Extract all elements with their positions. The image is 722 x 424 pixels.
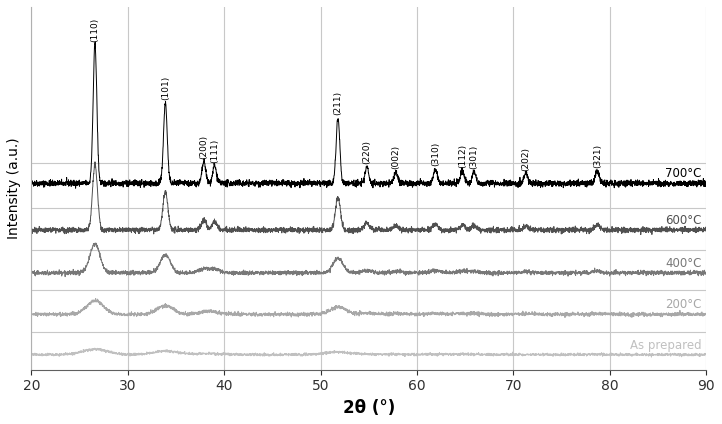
X-axis label: 2θ (°): 2θ (°) [343, 399, 395, 417]
Y-axis label: Intensity (a.u.): Intensity (a.u.) [7, 137, 21, 239]
Text: (202): (202) [521, 147, 531, 171]
Text: 400°C: 400°C [665, 257, 701, 270]
Text: (110): (110) [90, 18, 100, 42]
Text: 200°C: 200°C [665, 298, 701, 311]
Text: (200): (200) [199, 135, 209, 159]
Text: (220): (220) [362, 140, 371, 165]
Text: 600°C: 600°C [665, 214, 701, 227]
Text: (310): (310) [431, 142, 440, 166]
Text: (002): (002) [391, 145, 400, 170]
Text: As prepared: As prepared [630, 339, 701, 351]
Text: (301): (301) [469, 145, 479, 170]
Text: (211): (211) [334, 91, 342, 115]
Text: (111): (111) [210, 139, 219, 163]
Text: (112): (112) [458, 144, 467, 168]
Text: (321): (321) [593, 144, 602, 168]
Text: 700°C: 700°C [665, 167, 701, 180]
Text: (101): (101) [161, 76, 170, 100]
